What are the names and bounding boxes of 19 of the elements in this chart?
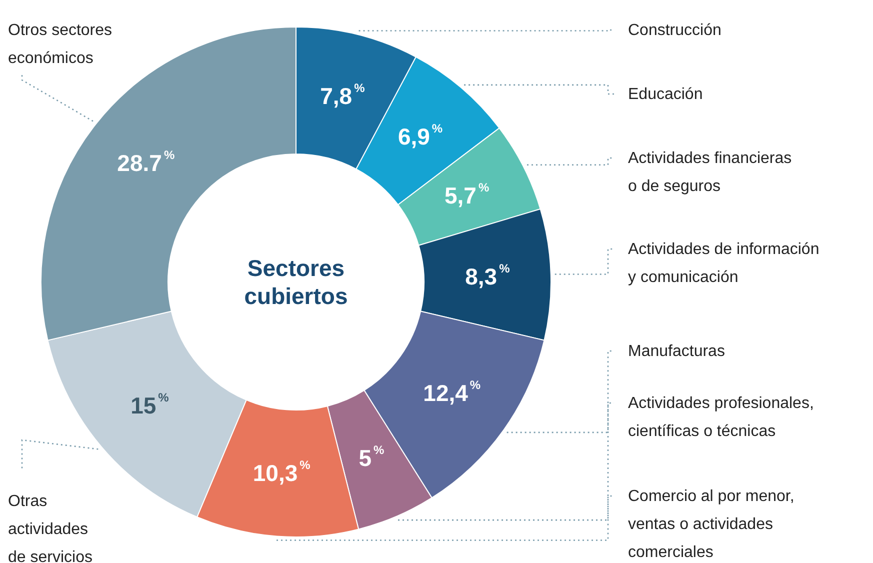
data-label: 5$^{%}$	[358, 442, 384, 472]
slice-label: Manufacturas	[628, 342, 725, 360]
data-label: 15$^{%}$	[130, 390, 170, 419]
slice-label: Actividades financieras o de seguros	[628, 150, 792, 194]
data-label: 6,9$^{%}$	[398, 120, 443, 150]
slice-label: Construcción	[628, 22, 722, 38]
data-label: 7,8$^{%}$	[320, 80, 366, 110]
data-label: 12,4$^{%}$	[423, 378, 481, 406]
slice-label: Comercio al por menor, ventas o actividades comerciales	[628, 488, 794, 560]
text: Sectores cubiertos	[244, 255, 348, 309]
data-label: 28.7$^{%}$	[117, 148, 175, 176]
slice-label: Actividades de información y comunicación	[628, 240, 820, 286]
data-label: 8,3$^{%}$	[465, 260, 510, 290]
slice-label: Actividades profesionales, científicas o técnicas	[628, 394, 814, 440]
data-label: 5,7$^{%}$	[444, 180, 490, 208]
data-label: 10,3$^{%}$	[252, 458, 311, 486]
slice-label: Educación	[628, 86, 703, 102]
slice-label: Otras actividades de servicios	[8, 492, 92, 563]
slice-label: Otros sectores económicos	[8, 22, 112, 66]
